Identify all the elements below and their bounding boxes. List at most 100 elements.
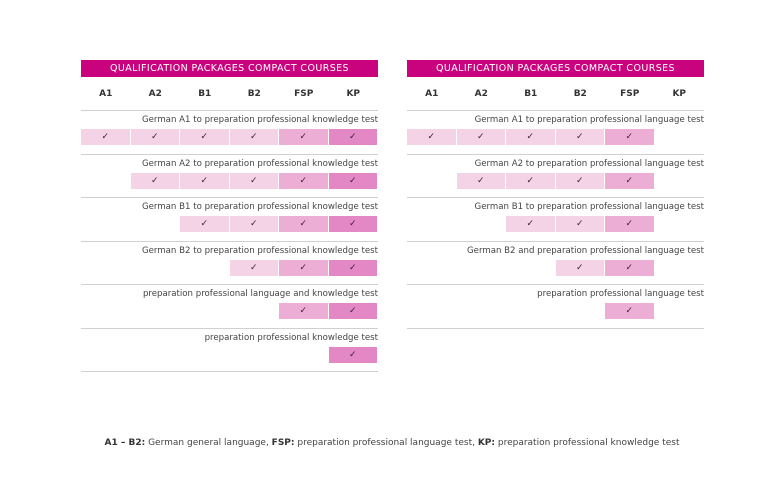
- cell-a1: [407, 259, 457, 276]
- cell-b1: ✓: [180, 216, 230, 232]
- check-icon: ✓: [299, 219, 308, 229]
- row-label: German B1 to preparation professional la…: [474, 202, 704, 212]
- column-header-fsp: FSP: [620, 88, 640, 99]
- table-row: German A2 to preparation professional kn…: [81, 155, 378, 198]
- cell-kp: ✓: [328, 129, 378, 145]
- cell-fsp: ✓: [605, 259, 655, 276]
- cell-a2: ✓: [130, 129, 180, 145]
- row-label: preparation professional language test: [537, 289, 704, 299]
- check-icon: ✓: [625, 262, 634, 273]
- check-icon: ✓: [200, 175, 209, 186]
- cell-a2: [131, 346, 180, 363]
- cell-kp: ✓: [328, 172, 378, 189]
- cell-a2: [457, 303, 506, 319]
- cell-a2: [131, 216, 180, 232]
- cell-b2: [230, 303, 279, 319]
- row-label: German A2 to preparation professional kn…: [141, 158, 378, 169]
- cell-a1: [81, 346, 131, 363]
- cell-a1: [81, 259, 131, 276]
- check-icon: ✓: [200, 132, 209, 142]
- check-icon: ✓: [348, 132, 357, 142]
- column-header-b1: B1: [198, 88, 212, 99]
- cell-b1: [180, 303, 230, 319]
- cell-fsp: ✓: [605, 216, 655, 232]
- check-icon: ✓: [348, 349, 357, 360]
- cell-kp: [655, 259, 704, 276]
- cell-b2: ✓: [555, 129, 605, 145]
- table-title-bar: QUALIFICATION PACKAGES COMPACT COURSES: [81, 60, 378, 77]
- cell-b1: ✓: [180, 129, 230, 145]
- cell-a2: [457, 216, 506, 232]
- check-icon: ✓: [200, 219, 209, 229]
- check-icon: ✓: [526, 219, 535, 229]
- column-headers: A1 A2 B1 B2 FSP KP: [407, 77, 704, 111]
- cell-kp: [655, 129, 704, 145]
- row-cells: ✓ ✓ ✓ ✓: [407, 172, 704, 189]
- cell-a1: [81, 172, 131, 189]
- column-header-b2: B2: [247, 88, 261, 99]
- table-row: German B2 and preparation professional l…: [407, 242, 704, 285]
- table-row: German A2 to preparation professional la…: [407, 155, 704, 198]
- cell-b2: [556, 303, 605, 319]
- row-cells: ✓ ✓ ✓: [81, 259, 378, 276]
- check-icon: ✓: [625, 132, 634, 142]
- cell-a2: [457, 259, 506, 276]
- cell-a2: [131, 259, 180, 276]
- footnote-key-kp: KP:: [477, 438, 495, 448]
- check-icon: ✓: [348, 306, 357, 316]
- cell-b1: ✓: [506, 129, 556, 145]
- footnote-key-a1-b2: A1 – B2:: [104, 438, 146, 448]
- cell-fsp: ✓: [605, 129, 655, 145]
- legend-footnote: A1 – B2: German general language, FSP: p…: [0, 438, 784, 448]
- column-header-kp: KP: [346, 88, 361, 99]
- cell-fsp: ✓: [279, 259, 329, 276]
- table-row: preparation professional language test ✓: [407, 285, 704, 329]
- cell-b2: ✓: [229, 259, 279, 276]
- check-icon: ✓: [427, 132, 436, 142]
- check-icon: ✓: [299, 175, 308, 186]
- cell-b1: ✓: [180, 172, 230, 189]
- check-icon: ✓: [249, 175, 258, 186]
- cell-b2: ✓: [229, 216, 279, 232]
- check-icon: ✓: [348, 219, 357, 229]
- check-icon: ✓: [150, 175, 159, 186]
- cell-fsp: ✓: [279, 172, 329, 189]
- footnote-text: preparation professional knowledge test: [495, 438, 680, 448]
- cell-a1: [407, 303, 457, 319]
- check-icon: ✓: [249, 219, 258, 229]
- cell-fsp: ✓: [279, 303, 329, 319]
- cell-fsp: ✓: [605, 303, 655, 319]
- cell-b1: ✓: [506, 172, 556, 189]
- row-cells: ✓ ✓ ✓ ✓ ✓ ✓: [81, 129, 378, 145]
- row-label: German B1 to preparation professional kn…: [141, 202, 378, 212]
- cell-fsp: ✓: [605, 172, 655, 189]
- cell-fsp: ✓: [279, 216, 329, 232]
- cell-b1: [506, 303, 556, 319]
- cell-a1: [407, 172, 457, 189]
- cell-fsp: ✓: [279, 129, 329, 145]
- row-label: German A1 to preparation professional la…: [474, 115, 704, 125]
- row-label: preparation professional language and kn…: [142, 289, 378, 299]
- cell-b1: ✓: [506, 216, 556, 232]
- table-rows: German A1 to preparation professional kn…: [81, 111, 378, 372]
- check-icon: ✓: [575, 219, 584, 229]
- column-header-a1: A1: [99, 88, 113, 99]
- cell-kp: ✓: [328, 303, 378, 319]
- check-icon: ✓: [476, 132, 485, 142]
- cell-a1: [81, 303, 131, 319]
- left-qualification-table: QUALIFICATION PACKAGES COMPACT COURSES A…: [81, 60, 378, 372]
- cell-b2: ✓: [229, 172, 279, 189]
- check-icon: ✓: [526, 175, 535, 186]
- check-icon: ✓: [625, 175, 634, 186]
- check-icon: ✓: [625, 219, 634, 229]
- row-cells: ✓ ✓ ✓ ✓ ✓: [407, 129, 704, 145]
- cell-b2: ✓: [555, 216, 605, 232]
- check-icon: ✓: [299, 262, 308, 273]
- column-header-a2: A2: [148, 88, 162, 99]
- check-icon: ✓: [575, 175, 584, 186]
- cell-fsp: [279, 346, 329, 363]
- row-label: German A1 to preparation professional kn…: [141, 115, 378, 125]
- cell-kp: [655, 303, 704, 319]
- cell-kp: ✓: [328, 216, 378, 232]
- cell-b2: ✓: [229, 129, 279, 145]
